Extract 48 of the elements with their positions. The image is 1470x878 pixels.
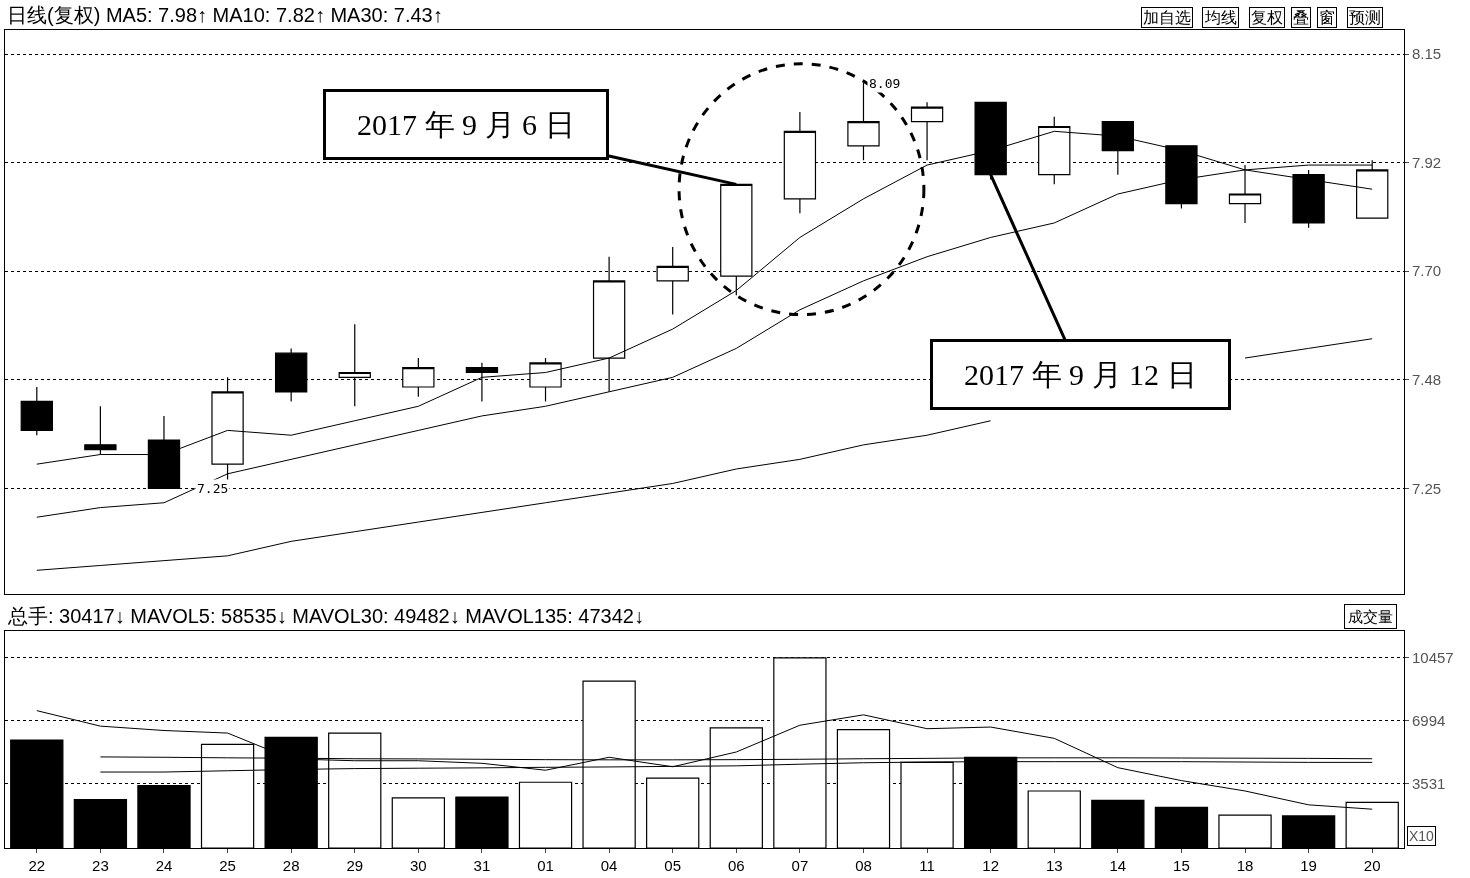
x-tick-label: 20 — [1363, 857, 1381, 874]
x-tick-label: 28 — [282, 857, 300, 874]
x-tick-label: 01 — [537, 857, 554, 874]
candlestick — [84, 405, 117, 456]
text: 均线 — [1204, 9, 1237, 26]
y-tick-label: 10457 — [1412, 648, 1454, 666]
annotation: 2017 年 9 月 6 日 — [342, 108, 590, 141]
x-tick-label: 13 — [1045, 857, 1063, 874]
text: 复权 — [1251, 9, 1283, 26]
x-tick-label: 24 — [155, 857, 173, 874]
x-tick-label: 25 — [219, 857, 236, 874]
x-tick-label: 29 — [346, 857, 364, 874]
y-tick-label: 6994 — [1412, 711, 1446, 729]
x-tick-label: 23 — [92, 857, 109, 874]
text: 叠 — [1293, 9, 1309, 26]
x-tick-label: 30 — [410, 857, 427, 874]
text: 加自选 — [1143, 9, 1191, 26]
y-tick-label: 3531 — [1412, 774, 1446, 792]
y-tick-label: 7.70 — [1412, 262, 1442, 280]
x-tick-label: 11 — [919, 857, 935, 874]
annotation: 7.25 — [197, 481, 229, 496]
x-tick-label: 08 — [855, 857, 872, 874]
x-tick-label: 07 — [791, 857, 809, 874]
y-tick-label: 7.48 — [1412, 371, 1442, 388]
y-tick-label: 7.25 — [1412, 479, 1442, 497]
annotation: 8.09 — [869, 76, 901, 91]
x-tick-label: 04 — [600, 857, 618, 874]
x-tick-label: 31 — [473, 857, 491, 874]
x-tick-label: 12 — [982, 857, 999, 874]
candlestick — [20, 386, 53, 436]
candlestick — [910, 101, 944, 161]
x-tick-label: 05 — [664, 857, 682, 874]
x-tick-label: 19 — [1300, 857, 1317, 874]
text: X10 — [1409, 828, 1435, 844]
candlestick — [1292, 169, 1325, 229]
x-tick-label: 22 — [28, 857, 46, 874]
chart-title: 日线(复权) MA5: 7.98↑ MA10: 7.82↑ MA30: 7.43↑ — [7, 4, 443, 26]
annotation: 2017 年 9 月 12 日 — [949, 358, 1212, 391]
x-tick-label: 06 — [727, 857, 745, 874]
text: 窗 — [1319, 9, 1335, 26]
x-tick-label: 14 — [1109, 857, 1127, 874]
x-tick-label: 15 — [1173, 857, 1190, 874]
text: 预测 — [1349, 9, 1381, 26]
chart-title: 总手: 30417↓ MAVOL5: 58535↓ MAVOL30: 49482↓ MAVOL135: 47342↓ — [7, 605, 644, 627]
y-tick-label: 7.92 — [1412, 153, 1442, 171]
y-tick-label: 8.15 — [1412, 45, 1442, 63]
x-tick-label: 18 — [1236, 857, 1254, 874]
text: 成交量 — [1348, 608, 1393, 625]
